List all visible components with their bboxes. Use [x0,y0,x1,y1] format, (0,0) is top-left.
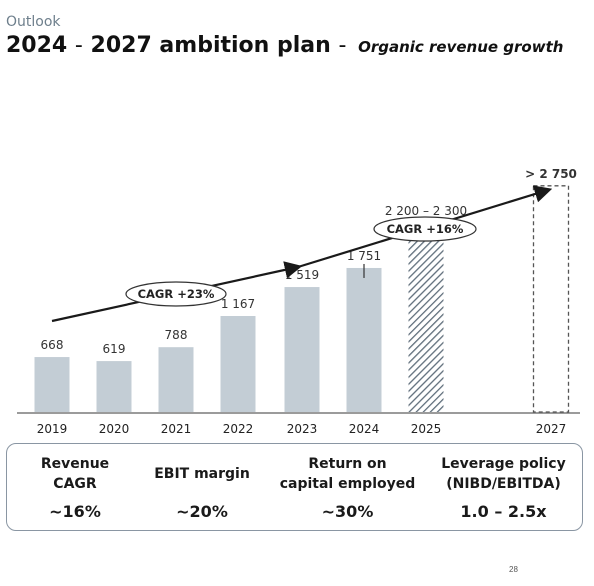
value-label-2019: 668 [41,338,64,352]
bar-2021 [158,347,194,412]
kpi-leverage-policy: Leverage policy (NIBD/EBITDA) 1.0 – 2.5x [432,444,575,530]
kpi-revenue-cagr: Revenue CAGR ~16% [15,444,135,530]
kpi-value: ~30% [321,502,374,521]
title-part-2: 2027 ambition plan [90,33,331,58]
page-title: 2024 - 2027 ambition plan - Organic reve… [6,33,563,58]
title-part-1: 2024 [6,33,68,58]
value-label-2020: 619 [103,342,126,356]
bar-2027 [532,185,570,413]
title-dash-2: - [338,33,347,58]
section-label: Outlook [6,14,61,30]
bar-2024 [346,267,382,412]
bar-2020 [96,361,132,412]
kpi-value: 1.0 – 2.5x [460,502,547,521]
page-number: 28 [509,565,518,574]
value-label-2021: 788 [165,328,188,342]
kpi-label: Revenue CAGR [40,456,110,492]
bar-2019 [34,357,70,412]
kpi-value: ~16% [49,502,101,521]
page-subtitle: Organic revenue growth [358,38,564,56]
kpi-label: Return on capital employed [279,456,416,492]
kpi-ebit-margin: EBIT margin ~20% [142,444,262,530]
kpi-label: Leverage policy (NIBD/EBITDA) [441,456,566,492]
tick-label-2021: 2021 [161,422,192,436]
tick-label-2022: 2022 [223,422,254,436]
tick-label-2027: 2027 [536,422,567,436]
tick-label-2025: 2025 [411,422,442,436]
tick-label-2020: 2020 [99,422,130,436]
kpi-return-on-capital: Return on capital employed ~30% [265,444,430,530]
revenue-chart: 668 2019 619 2020 788 2021 1 167 2022 1 519 2023 1… [17,167,580,436]
cagr-ellipse-2 [373,216,477,242]
bar-2023 [284,287,320,412]
cagr-label-2: CAGR +16% [387,222,464,236]
kpi-label: EBIT margin [154,466,250,482]
bar-2022 [220,316,256,412]
value-label-2022: 1 167 [221,297,255,311]
value-label-2024: 1 751 [347,249,381,263]
value-label-2025: 2 200 – 2 300 [385,204,467,218]
tick-label-2019: 2019 [37,422,68,436]
kpi-value: ~20% [176,502,228,521]
tick-label-2023: 2023 [287,422,318,436]
kpi-panel: Revenue CAGR ~16% EBIT margin ~20% Retur… [6,443,583,531]
value-label-2027: > 2 750 [525,167,577,181]
tick-label-2024: 2024 [349,422,380,436]
bar-2025 [408,222,444,412]
cagr-ellipse-1 [125,281,227,307]
title-dash-1: - [74,33,83,58]
value-label-2023: 1 519 [285,268,319,282]
cagr-label-1: CAGR +23% [138,287,215,301]
